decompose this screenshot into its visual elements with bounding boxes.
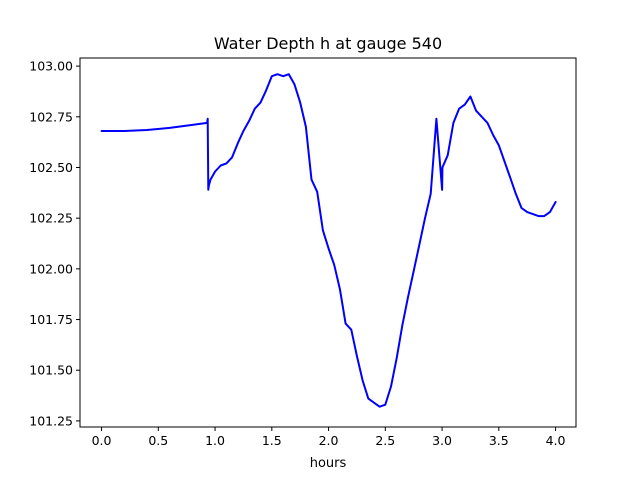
y-tick-label: 101.50 xyxy=(29,363,73,378)
x-tick-label: 2.0 xyxy=(319,433,339,448)
y-tick-label: 102.50 xyxy=(29,160,73,175)
x-axis-label: hours xyxy=(310,456,347,471)
x-tick-label: 3.0 xyxy=(432,433,452,448)
y-tick-label: 102.75 xyxy=(29,109,73,124)
x-tick-label: 4.0 xyxy=(546,433,566,448)
x-tick-label: 0.0 xyxy=(92,433,112,448)
y-tick-label: 101.75 xyxy=(29,312,73,327)
x-tick-label: 1.5 xyxy=(262,433,282,448)
y-tick-label: 101.25 xyxy=(29,413,73,428)
x-tick-label: 2.5 xyxy=(375,433,395,448)
x-tick-label: 1.0 xyxy=(205,433,225,448)
y-tick-label: 102.00 xyxy=(29,261,73,276)
x-tick-label: 3.5 xyxy=(489,433,509,448)
chart-title: Water Depth h at gauge 540 xyxy=(214,34,442,53)
y-tick-label: 103.00 xyxy=(29,59,73,74)
y-tick-label: 102.25 xyxy=(29,211,73,226)
x-tick-label: 0.5 xyxy=(148,433,168,448)
